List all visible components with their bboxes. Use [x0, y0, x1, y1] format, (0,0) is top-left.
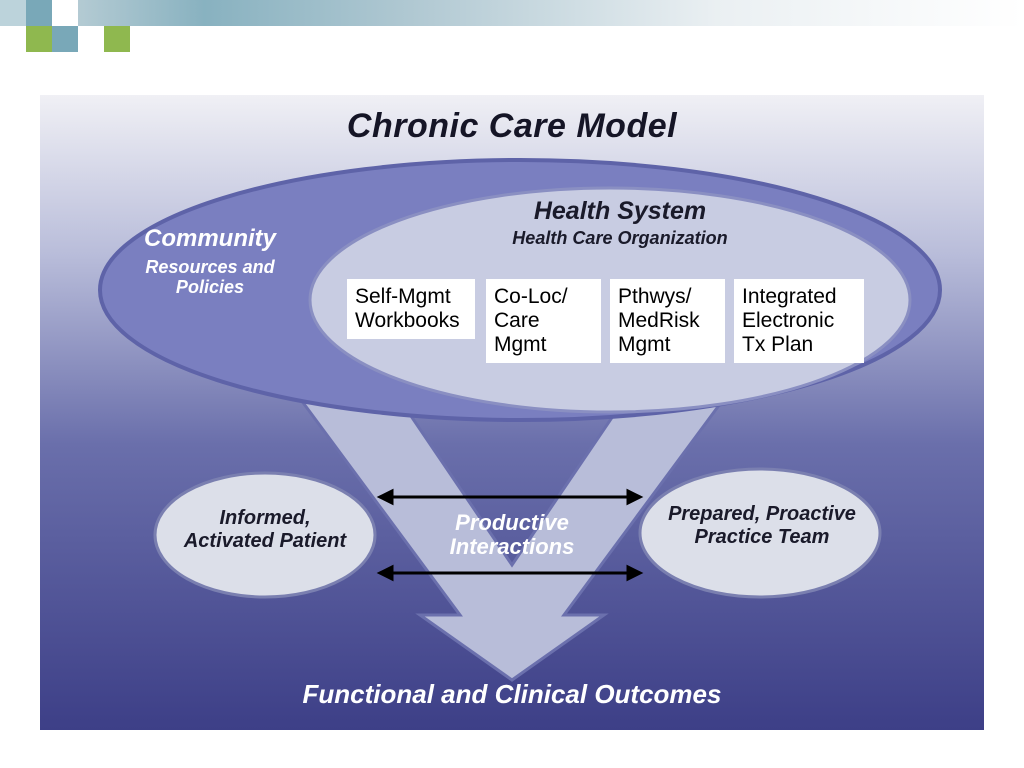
page-root: Chronic Care Model [0, 0, 1024, 768]
component-box: Pthwys/ MedRisk Mgmt [610, 279, 725, 363]
header-squares [0, 0, 1024, 70]
outcome-label: Functional and Clinical Outcomes [40, 679, 984, 710]
health-system-title: Health System [440, 197, 800, 226]
component-box: Integrated Electronic Tx Plan [734, 279, 864, 363]
chronic-care-diagram: Chronic Care Model [40, 95, 984, 730]
community-label: Community Resources and Policies [110, 225, 310, 298]
health-system-subtitle: Health Care Organization [440, 228, 800, 249]
interactions-label: Productive Interactions [420, 511, 604, 559]
team-label: Prepared, Proactive Practice Team [662, 503, 862, 549]
header-square [26, 26, 52, 52]
component-box: Co-Loc/ Care Mgmt [486, 279, 601, 363]
community-subtitle: Resources and Policies [110, 257, 310, 299]
community-title: Community [110, 225, 310, 253]
header-square [0, 26, 26, 52]
header-square [0, 0, 26, 26]
header-square [52, 26, 78, 52]
health-system-label: Health System Health Care Organization [440, 197, 800, 249]
header-square [104, 26, 130, 52]
component-box: Self-Mgmt Workbooks [347, 279, 475, 339]
patient-label: Informed, Activated Patient [180, 507, 350, 553]
diagram-shapes [40, 95, 984, 730]
header-square [26, 0, 52, 26]
header-square [52, 0, 78, 26]
